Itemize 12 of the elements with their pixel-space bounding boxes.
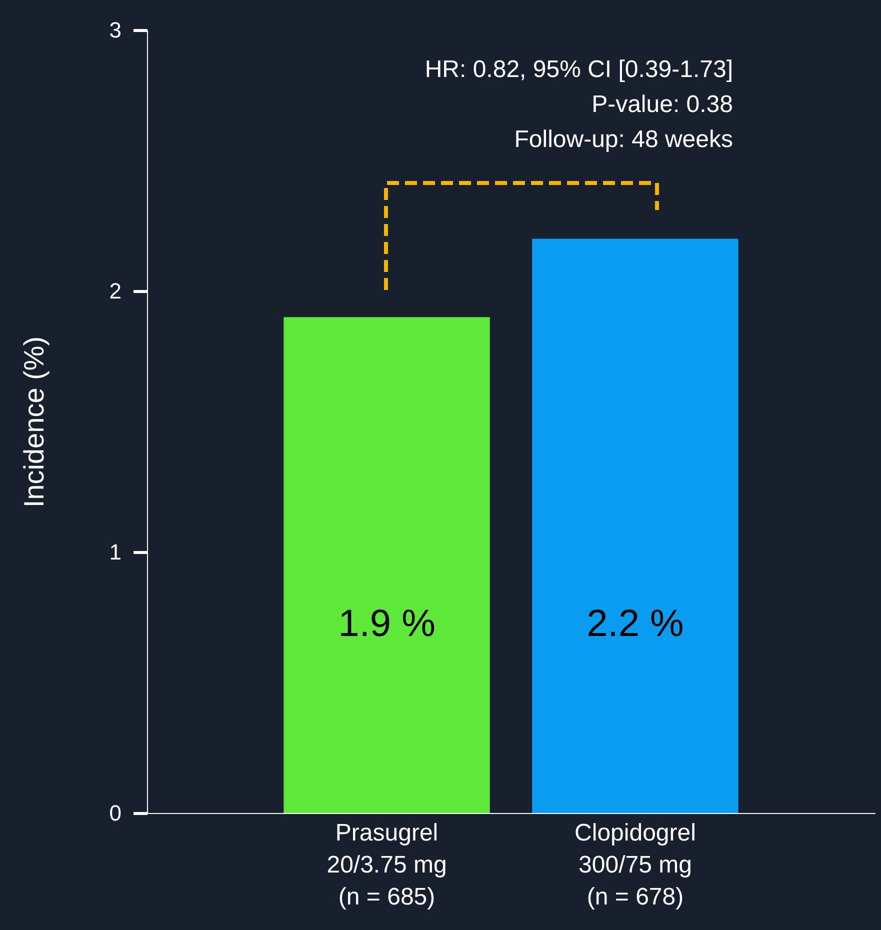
y-tick-label: 0 (109, 800, 122, 826)
y-tick-label: 3 (109, 18, 122, 42)
y-tick-label: 1 (109, 540, 122, 564)
annotation: HR: 0.82, 95% CI [0.39-1.73] (424, 56, 733, 83)
data-label: 2.2 % (586, 603, 684, 646)
x-tick-label: Prasugrel 20/3.75 mg (n = 685) (326, 820, 447, 910)
annotation: Follow-up: 48 weeks (514, 126, 733, 153)
annotation: P-value: 0.38 (592, 91, 733, 118)
y-axis-title: Incidence (%) (18, 336, 50, 508)
y-tick-label: 2 (109, 278, 122, 304)
x-tick-label: Clopidogrel 300/75 mg (n = 678) (574, 820, 696, 910)
data-label: 1.9 % (338, 603, 436, 646)
